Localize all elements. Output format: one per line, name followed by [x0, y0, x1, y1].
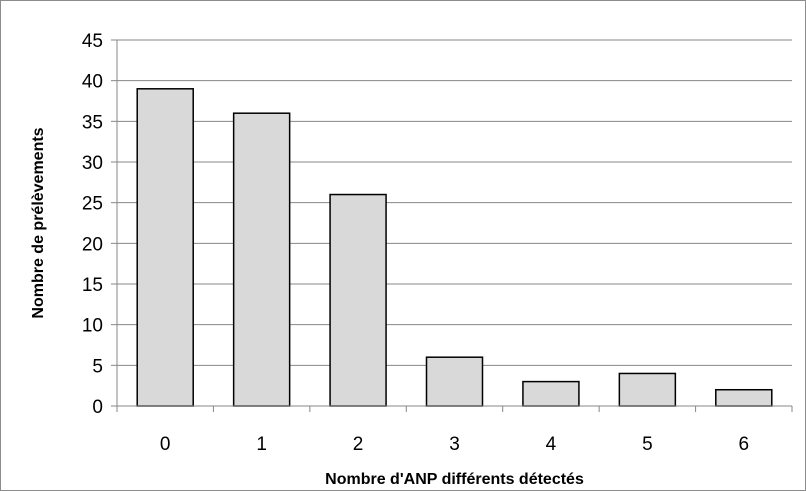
- x-tick-label: 1: [256, 434, 267, 455]
- x-tick-label: 3: [449, 434, 460, 455]
- bar-3: [425, 356, 484, 407]
- bar-6: [715, 388, 773, 407]
- bar-1: [232, 112, 291, 407]
- y-tick-label: 35: [82, 112, 103, 133]
- y-tick-label: 25: [82, 194, 103, 215]
- x-tick-label: 2: [353, 434, 364, 455]
- bars: [136, 88, 773, 407]
- bar-2: [329, 193, 387, 407]
- y-tick-label: 0: [92, 397, 103, 418]
- bar-4: [522, 380, 580, 407]
- x-axis-title: Nombre d'ANP différents détectés: [325, 471, 584, 488]
- y-tick-label: 30: [82, 153, 103, 174]
- x-tick-label: 6: [738, 434, 749, 455]
- bar-0: [136, 88, 194, 407]
- y-tick-label: 15: [82, 275, 103, 296]
- y-tick-label: 40: [82, 72, 103, 93]
- y-tick-label: 45: [82, 31, 103, 52]
- bar-5: [618, 372, 677, 407]
- axes: [116, 40, 792, 407]
- x-tick-label: 0: [160, 434, 171, 455]
- x-tick-label: 5: [642, 434, 653, 455]
- y-axis-title: Nombre de prélèvements: [30, 127, 47, 318]
- y-tick-label: 20: [82, 234, 103, 255]
- x-tick-labels: 0 1 2 3 4 5 6: [160, 434, 749, 455]
- y-tick-label: 10: [82, 316, 103, 337]
- y-tick-labels: 0 5 10 15 20 25 30 35 40 45: [82, 31, 103, 418]
- y-tick-label: 5: [92, 356, 103, 377]
- gridlines: [111, 39, 793, 412]
- x-tick-label: 4: [546, 434, 557, 455]
